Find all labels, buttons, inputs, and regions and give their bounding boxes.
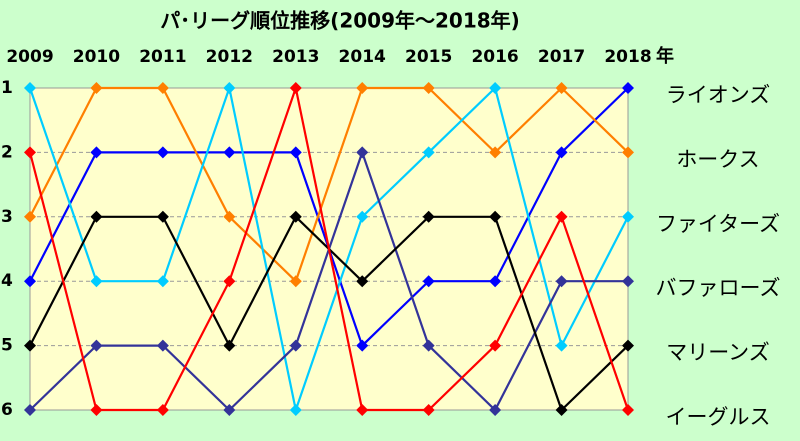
series-line — [29, 86, 629, 284]
x-tick-label: 2014 — [339, 47, 386, 67]
marker — [356, 82, 369, 94]
marker — [156, 404, 169, 416]
marker — [422, 275, 435, 288]
series-line — [28, 83, 630, 412]
marker — [555, 146, 568, 159]
marker — [156, 82, 169, 94]
marker — [489, 210, 502, 223]
marker — [489, 275, 502, 288]
marker — [622, 275, 634, 288]
x-tick-label: 2017 — [538, 47, 585, 67]
marker — [90, 82, 103, 94]
marker — [24, 210, 36, 223]
marker — [24, 82, 36, 94]
marker — [422, 210, 435, 223]
marker — [223, 339, 236, 352]
y-tick-label: 4 — [1, 271, 13, 291]
marker — [90, 146, 103, 159]
series-label: ファイターズ — [656, 212, 780, 236]
marker — [24, 275, 36, 288]
marker — [489, 404, 502, 416]
series-line — [28, 83, 629, 415]
x-tick-label: 2009 — [6, 47, 53, 67]
y-tick-label: 6 — [1, 400, 13, 420]
marker — [622, 339, 634, 352]
marker — [90, 275, 103, 288]
marker — [289, 339, 302, 352]
marker — [356, 404, 369, 416]
x-tick-label: 2018 — [604, 47, 651, 67]
marker — [223, 404, 236, 416]
marker — [223, 210, 236, 223]
marker — [289, 210, 302, 223]
marker — [356, 146, 369, 159]
marker — [422, 404, 435, 416]
marker — [223, 82, 236, 94]
marker — [622, 146, 634, 159]
marker — [24, 404, 36, 416]
series-label: ライオンズ — [666, 83, 771, 107]
x-tick-label: 2011 — [139, 47, 186, 67]
y-tick-label: 3 — [1, 207, 13, 227]
marker — [289, 404, 302, 416]
marker — [356, 275, 369, 288]
series-label: バファローズ — [656, 276, 781, 300]
marker — [356, 210, 369, 223]
marker — [422, 146, 435, 159]
marker — [289, 275, 302, 288]
chart-title: パ･リーグ順位推移(2009年～2018年) — [160, 9, 520, 33]
marker — [555, 339, 568, 352]
marker — [622, 404, 634, 416]
series-label: ホークス — [676, 147, 759, 171]
y-tick-label: 1 — [1, 78, 13, 98]
marker — [90, 339, 103, 352]
x-tick-label: 2013 — [272, 47, 319, 67]
y-tick-label: 5 — [1, 336, 13, 356]
marker — [356, 339, 369, 352]
marker — [489, 82, 502, 94]
marker — [555, 275, 568, 288]
x-tick-label: 2015 — [405, 47, 452, 67]
marker — [489, 339, 502, 352]
marker — [156, 339, 169, 352]
x-tick-label: 2016 — [471, 47, 518, 67]
marker — [289, 146, 302, 159]
marker — [24, 146, 36, 159]
y-tick-label: 2 — [1, 142, 13, 162]
marker — [223, 146, 236, 159]
marker — [289, 82, 302, 94]
x-tick-label: 2010 — [73, 47, 120, 67]
x-tick-label: 2012 — [206, 47, 253, 67]
marker — [555, 210, 568, 223]
marker — [555, 82, 568, 94]
marker — [156, 275, 169, 288]
marker — [422, 339, 435, 352]
x-axis-unit: 年 — [656, 45, 674, 67]
marker — [156, 146, 169, 159]
marker — [622, 210, 634, 223]
series-label: マリーンズ — [666, 341, 770, 365]
marker — [223, 275, 236, 288]
marker — [24, 339, 36, 352]
marker — [90, 404, 103, 416]
marker — [422, 82, 435, 94]
series-label: イーグルス — [666, 405, 771, 429]
marker — [555, 404, 568, 416]
marker — [90, 210, 103, 223]
marker — [622, 82, 634, 94]
marker — [156, 210, 169, 223]
marker — [489, 146, 502, 159]
